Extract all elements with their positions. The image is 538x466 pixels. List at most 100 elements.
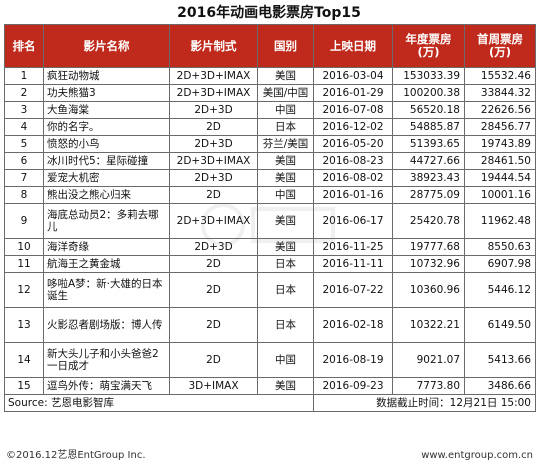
movie-name-cell: 冰川时代5：星际碰撞 bbox=[43, 152, 170, 170]
table-row: 15 逗鸟外传：萌宝满天飞 3D+IMAX 美国 2016-09-23 7773.80 34… bbox=[4, 377, 536, 395]
annual-box-office-cell: 38923.43 bbox=[392, 169, 465, 187]
release-date-cell: 2016-07-08 bbox=[313, 101, 393, 119]
country-cell: 芬兰/美国 bbox=[257, 135, 314, 153]
footer: ©2016.12艺恩EntGroup Inc. www.entgroup.com… bbox=[4, 448, 535, 464]
rank-cell: 11 bbox=[4, 255, 44, 273]
annual-box-office-cell: 153033.39 bbox=[392, 67, 465, 85]
country-cell: 中国 bbox=[257, 342, 314, 378]
rank-cell: 8 bbox=[4, 186, 44, 204]
country-cell: 美国/中国 bbox=[257, 84, 314, 102]
rank-cell: 5 bbox=[4, 135, 44, 153]
table-row: 11 航海王之黄金城 2D 日本 2016-11-11 10732.96 6907.98 bbox=[4, 255, 536, 273]
movie-name-cell: 大鱼海棠 bbox=[43, 101, 170, 119]
source-row: Source: 艺恩电影智库 数据截止时间：12月21日 15:00 bbox=[4, 394, 536, 412]
annual-box-office-cell: 54885.87 bbox=[392, 118, 465, 136]
movie-name-cell: 愤怒的小鸟 bbox=[43, 135, 170, 153]
header-rank: 排名 bbox=[4, 24, 44, 68]
table-row: 6 冰川时代5：星际碰撞 2D+3D+IMAX 美国 2016-08-23 44727.6… bbox=[4, 152, 536, 170]
annual-box-office-cell: 10322.21 bbox=[392, 307, 465, 343]
movie-name-cell: 爱宠大机密 bbox=[43, 169, 170, 187]
first-week-box-office-cell: 33844.32 bbox=[464, 84, 536, 102]
table-row: 9 海底总动员2：多莉去哪儿 2D+3D+IMAX 美国 2016-06-17 25420… bbox=[4, 203, 536, 239]
rank-cell: 10 bbox=[4, 238, 44, 256]
format-cell: 2D bbox=[169, 307, 258, 343]
movie-name-cell: 新大头儿子和小头爸爸2一日成才 bbox=[43, 342, 170, 378]
table-header-row: 排名 影片名称 影片制式 国别 上映日期 年度票房(万) 首周票房(万) bbox=[4, 24, 536, 68]
country-cell: 日本 bbox=[257, 255, 314, 273]
movie-name-cell: 逗鸟外传：萌宝满天飞 bbox=[43, 377, 170, 395]
format-cell: 2D bbox=[169, 118, 258, 136]
rank-cell: 13 bbox=[4, 307, 44, 343]
format-cell: 2D+3D+IMAX bbox=[169, 203, 258, 239]
table-row: 10 海洋奇缘 2D+3D 美国 2016-11-25 19777.68 8550.63 bbox=[4, 238, 536, 256]
table-row: 2 功夫熊猫3 2D+3D+IMAX 美国/中国 2016-01-29 100200.38… bbox=[4, 84, 536, 102]
first-week-box-office-cell: 5446.12 bbox=[464, 272, 536, 308]
movie-name-cell: 航海王之黄金城 bbox=[43, 255, 170, 273]
format-cell: 2D+3D bbox=[169, 101, 258, 119]
movie-name-cell: 熊出没之熊心归来 bbox=[43, 186, 170, 204]
data-cutoff-text: 数据截止时间：12月21日 15:00 bbox=[313, 394, 536, 412]
table-row: 8 熊出没之熊心归来 2D 中国 2016-01-16 28775.09 10001.16 bbox=[4, 186, 536, 204]
format-cell: 2D bbox=[169, 186, 258, 204]
annual-box-office-cell: 10360.96 bbox=[392, 272, 465, 308]
country-cell: 美国 bbox=[257, 238, 314, 256]
header-annual-box-office: 年度票房(万) bbox=[392, 24, 465, 68]
annual-box-office-cell: 19777.68 bbox=[392, 238, 465, 256]
table-row: 12 哆啦A梦：新·大雄的日本诞生 2D 日本 2016-07-22 10360.96 54… bbox=[4, 272, 536, 308]
movie-name-cell: 哆啦A梦：新·大雄的日本诞生 bbox=[43, 272, 170, 308]
release-date-cell: 2016-11-25 bbox=[313, 238, 393, 256]
release-date-cell: 2016-07-22 bbox=[313, 272, 393, 308]
annual-box-office-cell: 100200.38 bbox=[392, 84, 465, 102]
movie-name-cell: 海底总动员2：多莉去哪儿 bbox=[43, 203, 170, 239]
country-cell: 美国 bbox=[257, 152, 314, 170]
table-row: 5 愤怒的小鸟 2D+3D 芬兰/美国 2016-05-20 51393.65 19743.… bbox=[4, 135, 536, 153]
first-week-box-office-cell: 6907.98 bbox=[464, 255, 536, 273]
country-cell: 中国 bbox=[257, 186, 314, 204]
format-cell: 2D bbox=[169, 342, 258, 378]
annual-box-office-cell: 28775.09 bbox=[392, 186, 465, 204]
country-cell: 日本 bbox=[257, 118, 314, 136]
release-date-cell: 2016-12-02 bbox=[313, 118, 393, 136]
format-cell: 2D+3D+IMAX bbox=[169, 67, 258, 85]
rank-cell: 9 bbox=[4, 203, 44, 239]
table-body: 1 疯狂动物城 2D+3D+IMAX 美国 2016-03-04 153033.39 155… bbox=[4, 67, 536, 395]
website-link[interactable]: www.entgroup.com.cn bbox=[421, 450, 533, 461]
rank-cell: 14 bbox=[4, 342, 44, 378]
annual-box-office-cell: 51393.65 bbox=[392, 135, 465, 153]
box-office-table: 排名 影片名称 影片制式 国别 上映日期 年度票房(万) 首周票房(万) 1 疯狂… bbox=[4, 24, 536, 412]
first-week-box-office-cell: 11962.48 bbox=[464, 203, 536, 239]
first-week-box-office-cell: 19743.89 bbox=[464, 135, 536, 153]
table-row: 1 疯狂动物城 2D+3D+IMAX 美国 2016-03-04 153033.39 155… bbox=[4, 67, 536, 85]
header-first-week-box-office: 首周票房(万) bbox=[464, 24, 536, 68]
copyright-text: ©2016.12艺恩EntGroup Inc. bbox=[6, 450, 146, 461]
table-row: 14 新大头儿子和小头爸爸2一日成才 2D 中国 2016-08-19 9021.07 54… bbox=[4, 342, 536, 378]
release-date-cell: 2016-06-17 bbox=[313, 203, 393, 239]
format-cell: 2D+3D bbox=[169, 135, 258, 153]
header-date: 上映日期 bbox=[313, 24, 393, 68]
source-text: Source: 艺恩电影智库 bbox=[4, 394, 314, 412]
movie-name-cell: 火影忍者剧场版：博人传 bbox=[43, 307, 170, 343]
first-week-box-office-cell: 3486.66 bbox=[464, 377, 536, 395]
table-row: 3 大鱼海棠 2D+3D 中国 2016-07-08 56520.18 22626.56 bbox=[4, 101, 536, 119]
rank-cell: 12 bbox=[4, 272, 44, 308]
country-cell: 日本 bbox=[257, 272, 314, 308]
annual-box-office-cell: 44727.66 bbox=[392, 152, 465, 170]
release-date-cell: 2016-05-20 bbox=[313, 135, 393, 153]
rank-cell: 1 bbox=[4, 67, 44, 85]
first-week-box-office-cell: 15532.46 bbox=[464, 67, 536, 85]
country-cell: 美国 bbox=[257, 169, 314, 187]
release-date-cell: 2016-01-16 bbox=[313, 186, 393, 204]
first-week-box-office-cell: 6149.50 bbox=[464, 307, 536, 343]
first-week-box-office-cell: 8550.63 bbox=[464, 238, 536, 256]
release-date-cell: 2016-01-29 bbox=[313, 84, 393, 102]
table-row: 7 爱宠大机密 2D+3D 美国 2016-08-02 38923.43 19444.54 bbox=[4, 169, 536, 187]
country-cell: 日本 bbox=[257, 307, 314, 343]
rank-cell: 4 bbox=[4, 118, 44, 136]
format-cell: 3D+IMAX bbox=[169, 377, 258, 395]
annual-box-office-cell: 10732.96 bbox=[392, 255, 465, 273]
annual-box-office-cell: 25420.78 bbox=[392, 203, 465, 239]
release-date-cell: 2016-02-18 bbox=[313, 307, 393, 343]
release-date-cell: 2016-08-19 bbox=[313, 342, 393, 378]
first-week-box-office-cell: 10001.16 bbox=[464, 186, 536, 204]
first-week-box-office-cell: 19444.54 bbox=[464, 169, 536, 187]
